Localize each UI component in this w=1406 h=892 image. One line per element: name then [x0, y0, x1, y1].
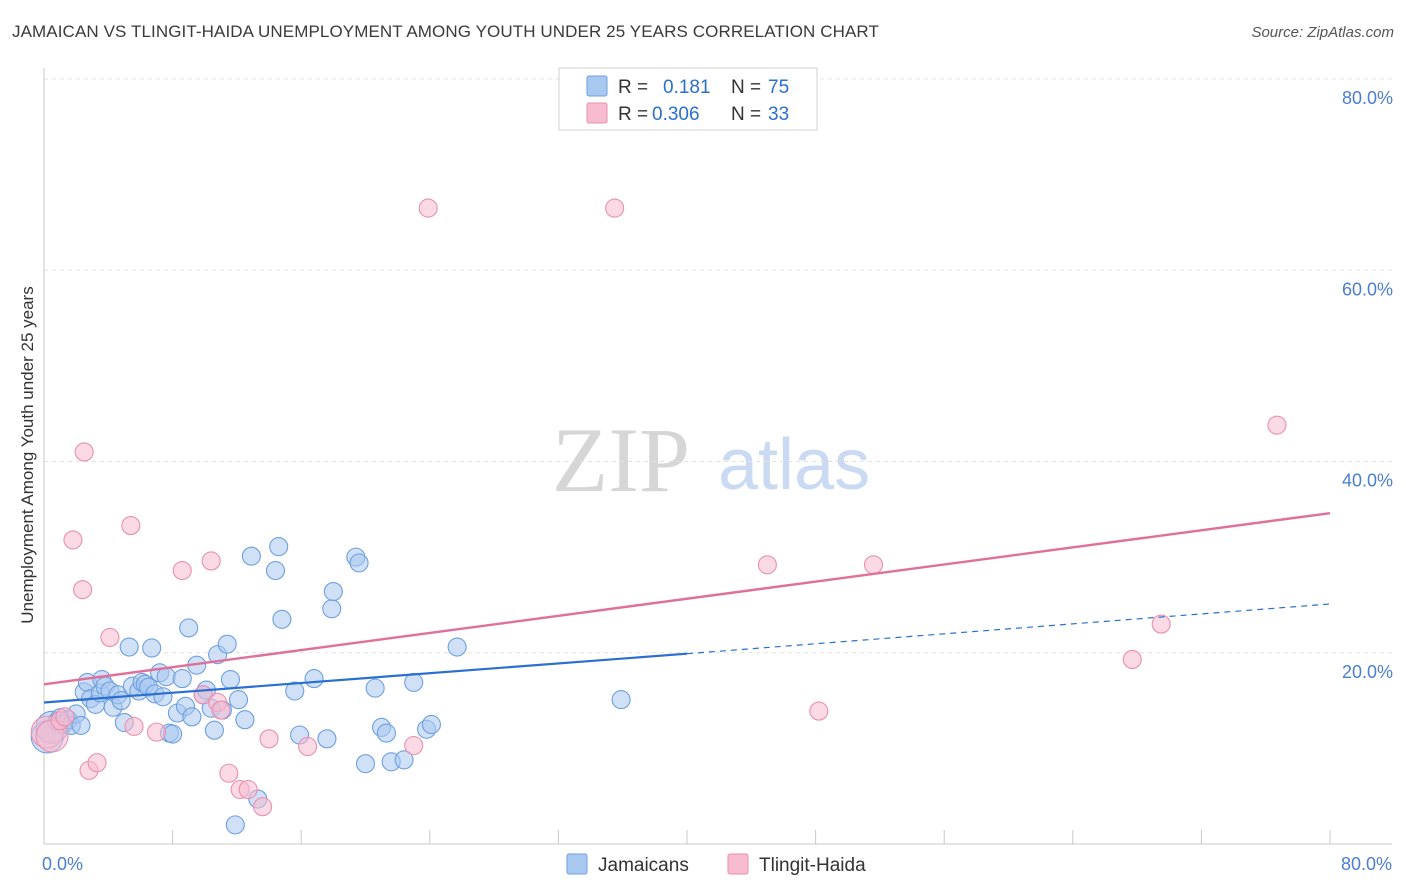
tlingit-haida-point: [238, 779, 258, 800]
y-tick-labels: 20.0% 40.0% 60.0% 80.0%: [1342, 88, 1393, 682]
jamaicans-point: [142, 638, 162, 658]
tlingit-haida-point: [298, 736, 318, 757]
y-tick-label-60: 60.0%: [1342, 279, 1393, 299]
y-tick-label-80: 80.0%: [1342, 88, 1393, 108]
jamaicans-point: [349, 553, 369, 573]
gridlines: [44, 78, 1392, 654]
tlingit-haida-point: [121, 516, 141, 536]
source-credit: Source: ZipAtlas.com: [1251, 24, 1394, 41]
series-legend-label-tlingit-haida: Tlingit-Haida: [759, 855, 866, 876]
tlingit-haida-point: [757, 555, 777, 575]
jamaicans-point: [355, 754, 376, 774]
jamaicans-point: [269, 537, 289, 557]
x-tick-label-min: 0.0%: [42, 854, 83, 874]
y-axis-label: Unemployment Among Youth under 25 years: [18, 286, 37, 623]
tlingit-haida-point: [124, 716, 144, 736]
jamaicans-point: [163, 724, 183, 744]
x-tick-marks: [172, 830, 1331, 844]
tlingit-haida-point: [605, 198, 625, 218]
legend-swatch-jamaicans: [586, 75, 608, 97]
legend-r-value-2: 0.306: [652, 104, 700, 125]
jamaicans-point: [317, 729, 337, 749]
tlingit-haida-point: [259, 729, 279, 749]
jamaicans-trend-line: [43, 652, 688, 704]
legend-n-value-2: 33: [768, 104, 789, 125]
jamaicans-point: [235, 710, 255, 730]
jamaicans-points: [30, 537, 631, 835]
tlingit-haida-points: [30, 198, 1287, 817]
watermark-zip: ZIP: [552, 409, 690, 511]
legend-r-label-1: R =: [618, 77, 648, 98]
y-tick-label-40: 40.0%: [1342, 471, 1393, 491]
chart-title: JAMAICAN VS TLINGIT-HAIDA UNEMPLOYMENT A…: [12, 22, 879, 41]
legend-n-value-1: 75: [768, 77, 789, 98]
jamaicans-point: [228, 690, 249, 710]
tlingit-haida-point: [404, 735, 424, 756]
jamaicans-point: [204, 720, 224, 740]
legend-r-value-1: 0.181: [663, 77, 711, 98]
tlingit-haida-point: [809, 701, 829, 721]
jamaicans-point: [323, 581, 343, 602]
watermark-atlas: atlas: [718, 425, 870, 505]
tlingit-haida-point: [1267, 415, 1287, 435]
x-tick-label-max: 80.0%: [1341, 854, 1392, 874]
jamaicans-point: [365, 678, 385, 698]
jamaicans-point: [285, 681, 305, 701]
jamaicans-point: [322, 599, 342, 619]
jamaicans-point: [119, 637, 139, 657]
jamaicans-point: [376, 723, 396, 743]
jamaicans-point: [304, 669, 324, 689]
tlingit-haida-point: [146, 722, 167, 742]
jamaicans-point: [225, 815, 245, 835]
jamaicans-point: [421, 714, 441, 735]
series-legend: Jamaicans Tlingit-Haida: [566, 853, 866, 876]
jamaicans-point: [272, 609, 292, 629]
jamaicans-point: [153, 687, 173, 707]
legend-r-label-2: R =: [618, 104, 648, 125]
series-legend-swatch-tlingit-haida: [727, 853, 749, 875]
jamaicans-trend-line-extension: [686, 603, 1331, 655]
tlingit-haida-point: [219, 763, 239, 783]
jamaicans-point: [172, 669, 192, 689]
jamaicans-point: [394, 750, 414, 770]
legend-swatch-tlingit-haida: [586, 102, 608, 124]
jamaicans-point: [404, 672, 424, 692]
jamaicans-point: [447, 637, 467, 657]
tlingit-haida-point: [73, 580, 93, 600]
tlingit-haida-point: [863, 555, 884, 575]
jamaicans-point: [220, 669, 241, 690]
stats-legend: R = 0.181 N = 75 R = 0.306 N = 33: [558, 67, 818, 131]
jamaicans-point: [71, 715, 91, 735]
tlingit-haida-point: [63, 530, 83, 550]
jamaicans-point: [611, 690, 631, 710]
tlingit-haida-point: [1122, 649, 1142, 669]
y-tick-label-20: 20.0%: [1342, 662, 1393, 682]
tlingit-haida-point: [253, 797, 273, 817]
tlingit-haida-point: [100, 627, 120, 648]
tlingit-haida-point: [201, 551, 221, 571]
series-legend-label-jamaicans: Jamaicans: [598, 855, 689, 876]
tlingit-haida-point: [211, 700, 231, 720]
tlingit-haida-point: [74, 442, 94, 462]
legend-n-label-1: N =: [731, 77, 761, 98]
jamaicans-point: [156, 667, 176, 687]
legend-n-label-2: N =: [731, 104, 761, 125]
tlingit-haida-point: [87, 753, 107, 773]
tlingit-haida-trend-line: [43, 511, 1331, 686]
jamaicans-point: [241, 546, 261, 566]
jamaicans-point: [179, 618, 199, 638]
tlingit-haida-point: [55, 707, 75, 727]
tlingit-haida-point: [1151, 614, 1171, 634]
jamaicans-point: [217, 634, 237, 654]
tlingit-haida-point: [172, 560, 192, 581]
tlingit-haida-point: [418, 198, 438, 218]
jamaicans-point: [265, 560, 286, 581]
series-legend-swatch-jamaicans: [566, 853, 588, 875]
jamaicans-point: [182, 707, 202, 727]
